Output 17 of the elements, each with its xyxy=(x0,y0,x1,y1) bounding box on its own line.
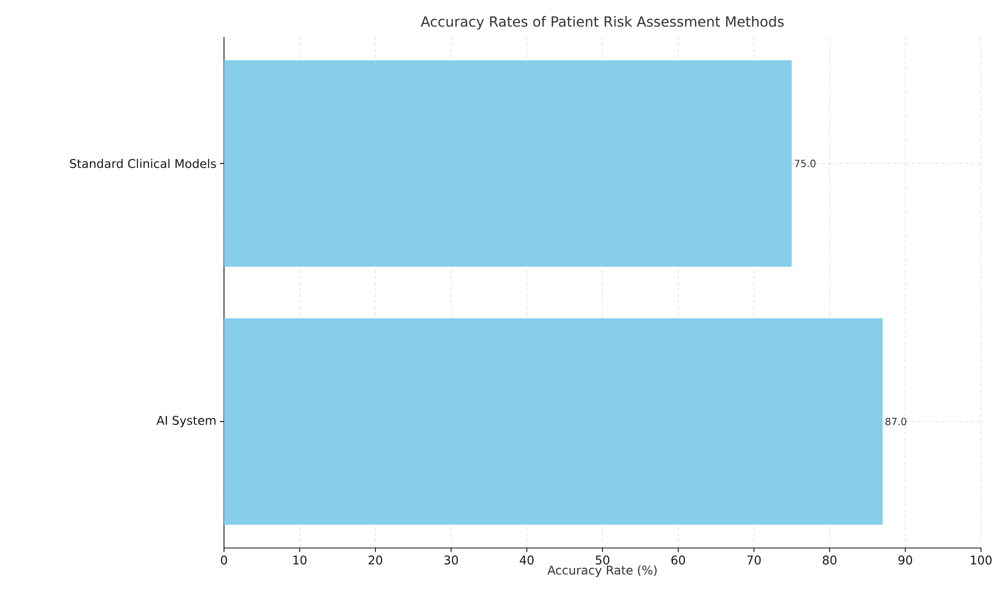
x-tick-label: 70 xyxy=(747,556,761,565)
x-tick-label: 100 xyxy=(970,556,992,565)
chart-title: Accuracy Rates of Patient Risk Assessment Methods xyxy=(420,16,784,30)
y-tick-label: AI System xyxy=(156,416,216,428)
x-tick-label: 40 xyxy=(520,556,534,565)
x-tick-label: 0 xyxy=(220,556,228,565)
x-tick-label: 30 xyxy=(444,556,458,565)
x-tick-label: 20 xyxy=(368,556,382,565)
x-tick-label: 10 xyxy=(293,556,307,565)
data-label: 75.0 xyxy=(794,160,816,168)
x-tick-label: 50 xyxy=(596,556,610,565)
x-tick-label: 90 xyxy=(898,556,912,565)
data-label: 87.0 xyxy=(885,418,906,426)
x-axis-title: Accuracy Rate (%) xyxy=(547,565,657,577)
y-tick-label: Standard Clinical Models xyxy=(70,158,216,168)
x-tick-label: 60 xyxy=(671,556,686,565)
x-tick-label: 80 xyxy=(822,556,836,565)
